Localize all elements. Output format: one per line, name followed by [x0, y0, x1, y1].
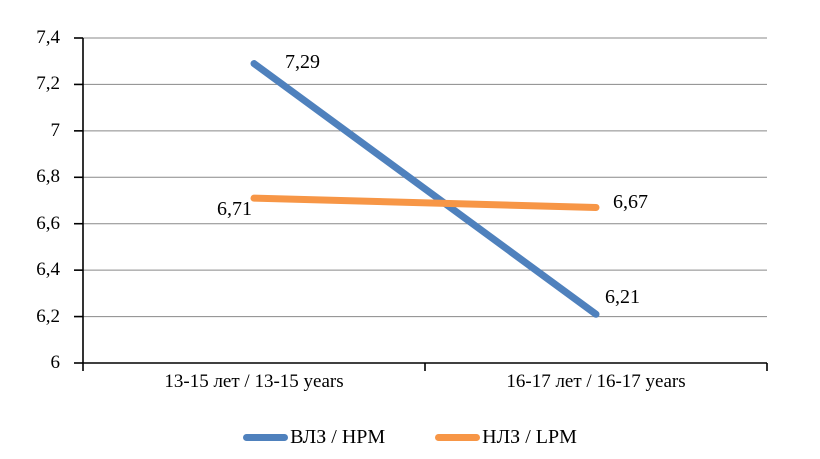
y-tick-label: 6,4: [36, 259, 60, 281]
legend-item-lpm: НЛЗ / LPM: [435, 426, 577, 449]
y-tick-label: 7: [50, 119, 61, 141]
legend-line-marker-blue: [243, 434, 289, 441]
y-tick-label: 6,8: [36, 166, 60, 188]
legend-label-lpm: НЛЗ / LPM: [482, 426, 577, 448]
legend-label-hpm: ВЛЗ / НРМ: [290, 426, 386, 448]
x-category-label-1: 13-15 лет / 13-15 years: [164, 371, 344, 392]
y-tick-label: 6,2: [36, 305, 60, 327]
x-category-label-2: 16-17 лет / 16-17 years: [506, 371, 686, 392]
legend-item-hpm: ВЛЗ / НРМ: [243, 426, 385, 449]
legend-line-marker-orange: [435, 434, 481, 441]
y-tick-label: 7,4: [36, 27, 60, 48]
y-tick-label: 6,6: [36, 212, 60, 234]
legend: ВЛЗ / НРМ НЛЗ / LPM: [0, 426, 820, 449]
data-label: 6,67: [613, 191, 648, 214]
y-tick-label: 6: [50, 352, 61, 373]
series-line-1: [250, 194, 600, 211]
data-label: 6,21: [605, 286, 640, 309]
series-line-0: [250, 60, 600, 318]
data-label: 7,29: [285, 50, 320, 73]
y-tick-label: 7,2: [36, 73, 60, 95]
data-label: 6,71: [217, 198, 252, 221]
